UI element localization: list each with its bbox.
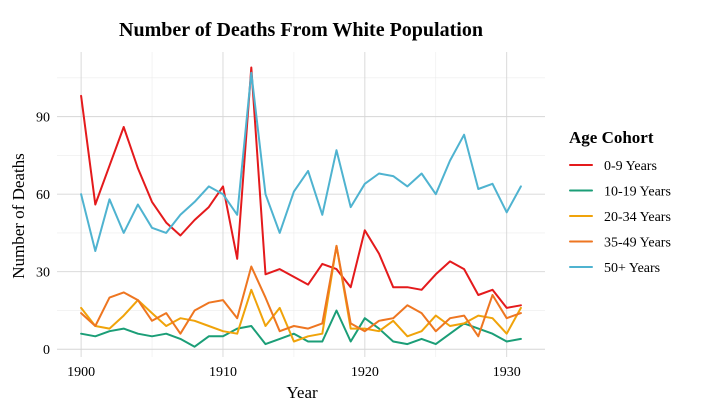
legend-label: 0-9 Years bbox=[604, 159, 657, 174]
axis-labels: 0 30 60 90 1900 1910 1920 1930 bbox=[36, 111, 521, 380]
series-lines bbox=[80, 66, 522, 348]
y-tick-label: 90 bbox=[36, 111, 50, 126]
chart-title: Number of Deaths From White Population bbox=[119, 19, 483, 41]
y-tick-label: 60 bbox=[36, 188, 50, 203]
legend-title: Age Cohort bbox=[569, 128, 654, 147]
grid bbox=[57, 52, 545, 357]
x-tick-label: 1900 bbox=[67, 365, 95, 380]
legend-label: 50+ Years bbox=[604, 261, 660, 276]
legend: Age Cohort 0-9 Years 10-19 Years 20-34 Yea… bbox=[569, 128, 671, 276]
series-line-50-years bbox=[80, 71, 522, 252]
series-line-35-49-years bbox=[80, 244, 522, 338]
x-axis-title: Year bbox=[286, 383, 318, 402]
x-tick-label: 1930 bbox=[493, 365, 521, 380]
legend-label: 20-34 Years bbox=[604, 210, 671, 225]
y-tick-label: 0 bbox=[43, 343, 50, 358]
y-tick-label: 30 bbox=[36, 266, 50, 281]
legend-label: 10-19 Years bbox=[604, 185, 671, 200]
series-line-10-19-years bbox=[80, 309, 522, 348]
legend-label: 35-49 Years bbox=[604, 236, 671, 251]
series-line-0-9-years bbox=[80, 66, 522, 309]
x-tick-label: 1920 bbox=[351, 365, 379, 380]
y-axis-title: Number of Deaths bbox=[9, 153, 28, 279]
series-line-20-34-years bbox=[80, 244, 522, 343]
x-tick-label: 1910 bbox=[209, 365, 237, 380]
